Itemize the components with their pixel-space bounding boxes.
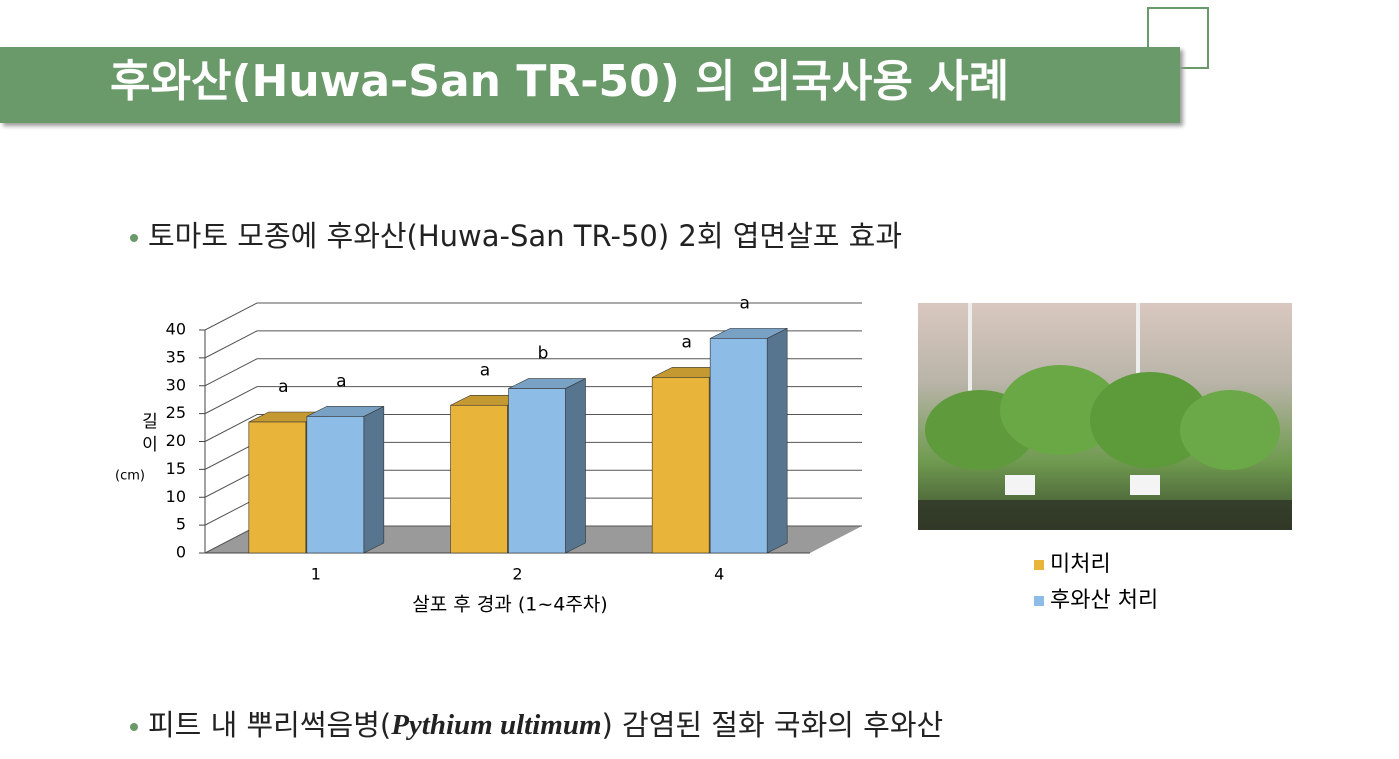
significance-label: a xyxy=(681,332,691,352)
bar-front xyxy=(651,377,710,554)
bar-front xyxy=(248,421,307,554)
bullet-text: 토마토 모종에 후와산(Huwa-San TR-50) 2회 엽면살포 효과 xyxy=(148,219,902,253)
bar-front xyxy=(508,388,566,554)
y-tick-label: 5 xyxy=(176,515,186,534)
bullet-part: 피트 내 뿌리썩음병( xyxy=(148,708,391,742)
y-tick-label: 25 xyxy=(166,403,186,422)
y-label: 길 xyxy=(142,412,158,432)
bullet-dot xyxy=(130,723,138,731)
bar-side xyxy=(363,405,385,554)
bar-front xyxy=(709,338,768,554)
bullet-dot xyxy=(130,234,138,242)
significance-label: a xyxy=(278,377,288,397)
x-tick-label: 1 xyxy=(311,565,321,584)
grid-line xyxy=(204,330,862,359)
y-tick-label: 15 xyxy=(166,459,186,478)
x-tick-label: 2 xyxy=(512,565,522,584)
legend-swatch xyxy=(1034,596,1044,606)
bar-side xyxy=(766,327,788,554)
legend-label: 미처리 xyxy=(1050,552,1111,577)
bullet-part: ) 감염된 절화 국화의 후와산 xyxy=(602,708,944,742)
y-tick-label: 40 xyxy=(166,320,186,339)
y-tick-label: 35 xyxy=(166,347,186,366)
significance-label: a xyxy=(480,360,490,380)
significance-label: a xyxy=(336,371,346,391)
photo xyxy=(918,303,1292,530)
y-tick-label: 20 xyxy=(166,431,186,450)
bar-front xyxy=(450,404,508,554)
x-tick-label: 4 xyxy=(714,565,724,584)
grid-line xyxy=(204,358,862,387)
y-tick-label: 0 xyxy=(176,543,186,562)
bar xyxy=(306,405,385,554)
bar xyxy=(508,378,586,554)
bullet-text: 피트 내 뿌리썩음병(Pythium ultimum) 감염된 절화 국화의 후… xyxy=(148,708,943,742)
y-tick-label: 30 xyxy=(166,375,186,394)
x-label: 살포 후 경과 (1~4주차) xyxy=(412,594,607,616)
grid-line xyxy=(204,302,862,331)
bar-front xyxy=(306,416,365,554)
y-tick-label: 10 xyxy=(166,487,186,506)
legend-label: 후와산 처리 xyxy=(1050,588,1158,613)
legend-swatch xyxy=(1034,560,1044,570)
significance-label: a xyxy=(739,293,749,313)
title: 후와산(Huwa-San TR-50) 의 외국사용 사례 xyxy=(110,56,1009,107)
y-unit: (cm) xyxy=(115,469,145,484)
y-label: 이 xyxy=(142,435,158,455)
bullet-italic: Pythium ultimum xyxy=(390,709,601,741)
significance-label: b xyxy=(538,344,549,364)
bar xyxy=(709,327,788,554)
title-banner xyxy=(0,47,1180,123)
bar-side xyxy=(565,378,586,554)
